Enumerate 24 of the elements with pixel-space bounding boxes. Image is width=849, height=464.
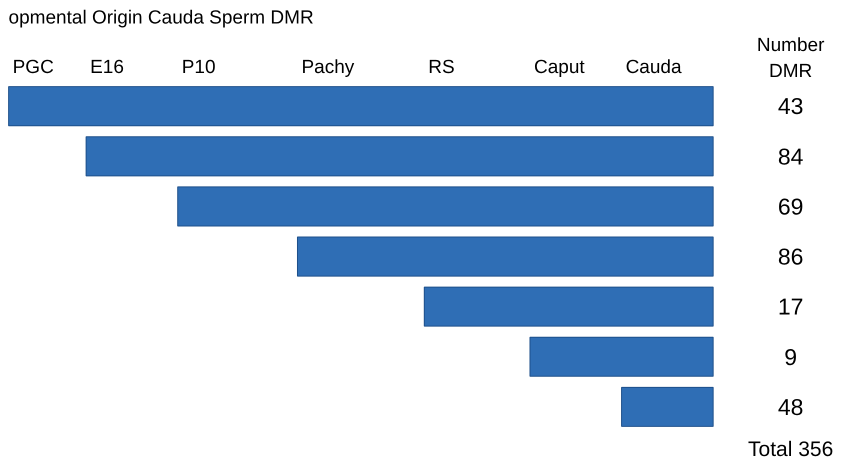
text: RS <box>428 57 455 78</box>
y-tick-label: 84 <box>778 143 804 170</box>
text: Number DMR <box>756 34 826 82</box>
bar <box>86 136 714 176</box>
y-tick-label: 9 <box>784 344 798 370</box>
text: Total 356 <box>748 438 834 461</box>
text: Cauda <box>626 57 682 78</box>
y-tick-label: 86 <box>778 244 804 270</box>
bar <box>177 186 714 226</box>
text: Caput <box>534 57 586 78</box>
bar <box>8 86 714 126</box>
text: Pachy <box>301 57 355 78</box>
y-tick-label: 48 <box>778 394 804 420</box>
bar <box>296 236 714 277</box>
bar <box>424 286 714 327</box>
bar <box>529 336 714 377</box>
y-tick-label: 69 <box>778 193 804 220</box>
y-tick-label: 43 <box>778 93 804 120</box>
text: PGC <box>12 57 54 78</box>
bar <box>621 386 714 427</box>
y-tick-label: 17 <box>778 294 804 320</box>
chart-title: opmental Origin Cauda Sperm DMR <box>8 8 314 28</box>
text: E16 <box>90 57 124 78</box>
text: P10 <box>182 57 216 78</box>
